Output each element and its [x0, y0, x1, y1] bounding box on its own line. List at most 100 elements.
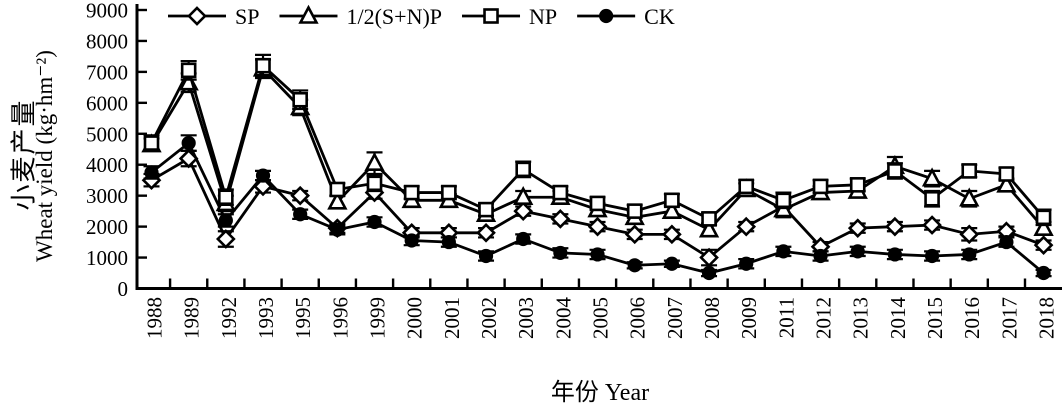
point-NP-2016 [961, 163, 978, 179]
point-CK-2014 [887, 247, 903, 262]
point-NP-2005 [589, 195, 606, 212]
point-NP-1996 [329, 181, 346, 198]
x-tick-label-1995: 1995 [291, 297, 315, 339]
x-tick-label-2000: 2000 [403, 297, 427, 339]
x-tick-label-2012: 2012 [812, 297, 836, 339]
y-tick-label: 4000 [86, 153, 128, 177]
point-1/2(S+N)P-2017 [996, 173, 1017, 193]
point-SP-2005 [587, 216, 608, 237]
point-SP-2014 [885, 216, 905, 237]
point-NP-2009 [738, 178, 755, 195]
point-SP-2015 [922, 215, 942, 235]
point-1/2(S+N)P-2015 [921, 167, 943, 187]
point-NP-1992 [218, 189, 234, 206]
point-CK-2002 [478, 248, 494, 264]
point-1/2(S+N)P-2003 [513, 185, 534, 206]
point-NP-2003 [515, 161, 532, 178]
point-CK-1989 [181, 135, 196, 151]
point-NP-2018 [1035, 209, 1052, 226]
point-NP-2012 [812, 178, 829, 195]
point-CK-2008 [701, 265, 717, 281]
point-NP-1995 [292, 91, 308, 108]
legend-circle-filled-icon [599, 8, 614, 24]
point-CK-2012 [813, 248, 828, 264]
y-tick-label: 5000 [86, 122, 128, 146]
x-tick-label-2004: 2004 [551, 297, 575, 340]
legend-triangle-open-icon [298, 4, 319, 24]
y-tick-label: 6000 [86, 91, 128, 115]
point-NP-2001 [441, 184, 457, 201]
y-tick-label: 7000 [86, 60, 128, 84]
legend-label-NP: NP [529, 4, 557, 29]
x-tick-label-2001: 2001 [440, 297, 464, 339]
point-1/2(S+N)P-2016 [959, 187, 980, 207]
x-tick-label-2015: 2015 [923, 297, 947, 339]
point-NP-2015 [924, 190, 940, 207]
point-1/2(S+N)P-1999 [364, 151, 385, 171]
point-SP-1992 [216, 229, 236, 249]
point-NP-2013 [849, 177, 866, 193]
point-SP-1995 [290, 185, 311, 206]
point-CK-2001 [441, 234, 456, 250]
x-tick-label-1989: 1989 [180, 297, 204, 339]
point-SP-2009 [736, 216, 757, 237]
x-tick-label-1993: 1993 [254, 297, 278, 339]
legend-label-CK: CK [644, 4, 675, 29]
x-tick-label-2008: 2008 [700, 297, 724, 339]
point-CK-2000 [404, 233, 419, 248]
point-CK-2005 [590, 247, 605, 262]
point-CK-1992 [218, 213, 233, 228]
legend-label-SP: SP [235, 4, 259, 29]
y-tick-label: 8000 [86, 29, 128, 53]
point-NP-2011 [775, 192, 792, 209]
point-NP-1999 [366, 175, 383, 192]
legend-square-open-icon [483, 8, 499, 24]
point-CK-2011 [776, 244, 791, 259]
x-tick-label-2002: 2002 [477, 297, 501, 339]
point-CK-1999 [367, 214, 382, 230]
x-tick-label-2005: 2005 [589, 297, 613, 339]
point-1/2(S+N)P-2008 [698, 218, 720, 238]
y-tick-label: 2000 [86, 215, 128, 239]
x-axis-title: 年份 Year [550, 380, 650, 403]
point-NP-2014 [887, 163, 903, 179]
point-CK-1996 [330, 222, 345, 237]
point-CK-2016 [962, 247, 977, 262]
point-SP-2016 [959, 224, 980, 245]
point-NP-2007 [664, 192, 680, 209]
x-tick-label-1999: 1999 [366, 297, 390, 339]
point-CK-2017 [999, 234, 1014, 250]
x-tick-label-2007: 2007 [663, 297, 687, 339]
point-SP-2002 [476, 222, 496, 243]
point-SP-2013 [847, 218, 868, 238]
point-CK-2018 [1036, 265, 1051, 281]
x-tick-label-2011: 2011 [774, 297, 798, 338]
x-tick-label-2016: 2016 [960, 297, 984, 339]
point-NP-1988 [143, 135, 160, 151]
point-CK-2006 [627, 258, 642, 273]
x-tick-label-2018: 2018 [1035, 297, 1059, 339]
y-tick-label: 9000 [86, 0, 128, 23]
point-SP-2006 [624, 224, 645, 245]
x-tick-label-2009: 2009 [737, 297, 761, 339]
point-CK-1993 [255, 168, 271, 183]
x-tick-label-2006: 2006 [626, 297, 650, 339]
point-NP-2000 [403, 184, 420, 201]
y-tick-label: 3000 [86, 184, 128, 208]
point-CK-2003 [516, 231, 531, 247]
point-NP-1993 [255, 57, 271, 74]
point-1/2(S+N)P-2018 [1033, 216, 1054, 236]
x-tick-label-2003: 2003 [514, 297, 538, 339]
point-1/2(S+N)P-2007 [661, 199, 683, 219]
y-tick-label: 0 [118, 277, 129, 301]
point-CK-1995 [293, 207, 308, 222]
point-CK-2009 [739, 256, 754, 271]
x-tick-label-2014: 2014 [886, 297, 910, 340]
point-NP-2002 [478, 201, 494, 218]
y-axis-title-en: Wheat yield (kg·hm⁻²) [32, 50, 57, 262]
point-NP-2006 [626, 203, 643, 219]
legend-diamond-open-icon [187, 6, 207, 26]
x-tick-label-1996: 1996 [328, 297, 352, 339]
